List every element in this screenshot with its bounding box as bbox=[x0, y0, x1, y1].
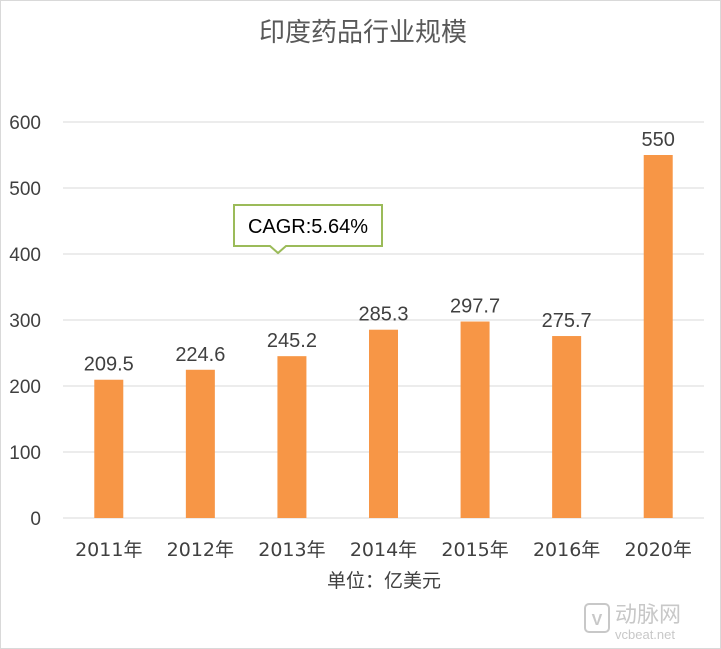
y-tick-label: 100 bbox=[9, 443, 41, 464]
data-label: 275.7 bbox=[542, 310, 592, 332]
data-label: 550 bbox=[642, 129, 675, 151]
data-label: 285.3 bbox=[358, 304, 408, 326]
x-tick-label: 2016年 bbox=[533, 539, 600, 561]
chart-title: 印度药品行业规模 bbox=[259, 18, 467, 48]
y-tick-label: 300 bbox=[9, 311, 41, 332]
x-tick-label: 2013年 bbox=[258, 539, 325, 561]
watermark-site: vcbeat.net bbox=[615, 627, 675, 642]
cagr-callout: CAGR:5.64% bbox=[233, 204, 383, 255]
watermark-brand: 动脉网 bbox=[615, 603, 681, 628]
watermark: V 动脉网 vcbeat.net bbox=[584, 603, 681, 642]
y-tick-label: 400 bbox=[9, 245, 41, 266]
bar bbox=[643, 155, 673, 518]
bar bbox=[460, 321, 490, 518]
watermark-logo bbox=[584, 603, 610, 633]
watermark-logo-mark: V bbox=[592, 612, 603, 629]
bar bbox=[185, 369, 215, 518]
y-axis-ticks: 0 100 200 300 400 500 600 bbox=[9, 113, 41, 530]
data-label: 245.2 bbox=[267, 330, 317, 352]
x-tick-label: 2012年 bbox=[167, 539, 234, 561]
y-tick-label: 600 bbox=[9, 113, 41, 134]
x-tick-label: 2015年 bbox=[441, 539, 508, 561]
y-tick-label: 200 bbox=[9, 377, 41, 398]
data-label: 209.5 bbox=[84, 354, 134, 376]
x-tick-label: 2014年 bbox=[350, 539, 417, 561]
y-tick-label: 0 bbox=[30, 509, 41, 530]
cagr-text: CAGR:5.64% bbox=[248, 216, 368, 238]
unit-label: 单位：亿美元 bbox=[327, 570, 441, 592]
bar bbox=[94, 379, 124, 518]
bar bbox=[369, 329, 398, 518]
x-tick-label: 2011年 bbox=[75, 539, 142, 561]
bars bbox=[94, 155, 673, 518]
data-labels: 209.5 224.6 245.2 285.3 297.7 275.7 550 bbox=[84, 129, 675, 376]
y-tick-label: 500 bbox=[9, 179, 41, 200]
x-tick-label: 2020年 bbox=[625, 539, 692, 561]
x-axis-ticks: 2011年 2012年 2013年 2014年 2015年 2016年 2020年 bbox=[75, 539, 692, 561]
data-label: 297.7 bbox=[450, 296, 500, 318]
bar bbox=[552, 336, 582, 518]
data-label: 224.6 bbox=[175, 344, 225, 366]
bar bbox=[277, 356, 307, 518]
cagr-callout-box bbox=[233, 204, 383, 255]
